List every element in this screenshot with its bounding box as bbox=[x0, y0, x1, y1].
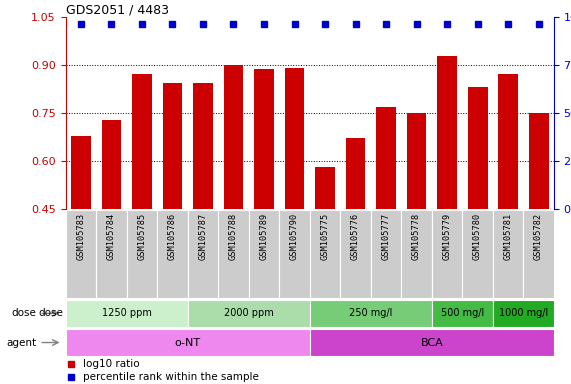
Text: dose: dose bbox=[38, 308, 63, 318]
Text: 1250 ppm: 1250 ppm bbox=[102, 308, 152, 318]
Bar bbox=[432, 300, 493, 327]
Text: 1000 mg/l: 1000 mg/l bbox=[498, 308, 548, 318]
Bar bbox=[102, 120, 122, 209]
Bar bbox=[371, 210, 401, 298]
Text: GSM105780: GSM105780 bbox=[473, 213, 482, 260]
Bar bbox=[407, 113, 427, 209]
Bar bbox=[224, 65, 243, 209]
Text: GSM105778: GSM105778 bbox=[412, 213, 421, 260]
Bar bbox=[524, 210, 554, 298]
Bar bbox=[468, 87, 488, 209]
Bar bbox=[218, 210, 249, 298]
Bar bbox=[193, 83, 213, 209]
Bar bbox=[188, 210, 218, 298]
Text: GSM105790: GSM105790 bbox=[290, 213, 299, 260]
Text: GSM105776: GSM105776 bbox=[351, 213, 360, 260]
Text: GSM105786: GSM105786 bbox=[168, 213, 177, 260]
Bar bbox=[279, 210, 309, 298]
Bar bbox=[401, 210, 432, 298]
Text: dose: dose bbox=[11, 308, 36, 318]
Bar bbox=[66, 329, 309, 356]
Text: 2000 ppm: 2000 ppm bbox=[224, 308, 274, 318]
Bar bbox=[66, 210, 96, 298]
Bar bbox=[132, 74, 152, 209]
Text: percentile rank within the sample: percentile rank within the sample bbox=[83, 372, 259, 382]
Text: GSM105784: GSM105784 bbox=[107, 213, 116, 260]
Bar bbox=[529, 113, 549, 209]
Bar bbox=[463, 210, 493, 298]
Bar bbox=[376, 107, 396, 209]
Text: GSM105787: GSM105787 bbox=[199, 213, 207, 260]
Text: GDS2051 / 4483: GDS2051 / 4483 bbox=[66, 3, 168, 16]
Text: 250 mg/l: 250 mg/l bbox=[349, 308, 392, 318]
Text: GSM105788: GSM105788 bbox=[229, 213, 238, 260]
Text: GSM105789: GSM105789 bbox=[259, 213, 268, 260]
Bar bbox=[498, 74, 518, 209]
Bar bbox=[188, 300, 309, 327]
Bar bbox=[309, 300, 432, 327]
Bar bbox=[315, 167, 335, 209]
Bar bbox=[309, 210, 340, 298]
Bar bbox=[432, 210, 463, 298]
Bar bbox=[345, 138, 365, 209]
Bar bbox=[309, 329, 554, 356]
Bar bbox=[254, 69, 274, 209]
Text: GSM105783: GSM105783 bbox=[77, 213, 86, 260]
Text: GSM105781: GSM105781 bbox=[504, 213, 513, 260]
Bar bbox=[127, 210, 157, 298]
Bar bbox=[284, 68, 304, 209]
Text: agent: agent bbox=[6, 338, 36, 348]
Text: GSM105777: GSM105777 bbox=[381, 213, 391, 260]
Bar bbox=[249, 210, 279, 298]
Bar bbox=[340, 210, 371, 298]
Text: GSM105785: GSM105785 bbox=[138, 213, 146, 260]
Text: GSM105779: GSM105779 bbox=[443, 213, 452, 260]
Text: BCA: BCA bbox=[420, 338, 443, 348]
Text: GSM105775: GSM105775 bbox=[320, 213, 329, 260]
Bar bbox=[493, 210, 524, 298]
Bar bbox=[437, 56, 457, 209]
Text: GSM105782: GSM105782 bbox=[534, 213, 543, 260]
Bar bbox=[66, 300, 188, 327]
Text: o-NT: o-NT bbox=[175, 338, 201, 348]
Bar bbox=[493, 300, 554, 327]
Text: log10 ratio: log10 ratio bbox=[83, 359, 139, 369]
Bar bbox=[96, 210, 127, 298]
Bar bbox=[163, 83, 182, 209]
Bar bbox=[71, 136, 91, 209]
Text: 500 mg/l: 500 mg/l bbox=[441, 308, 484, 318]
Bar bbox=[157, 210, 188, 298]
